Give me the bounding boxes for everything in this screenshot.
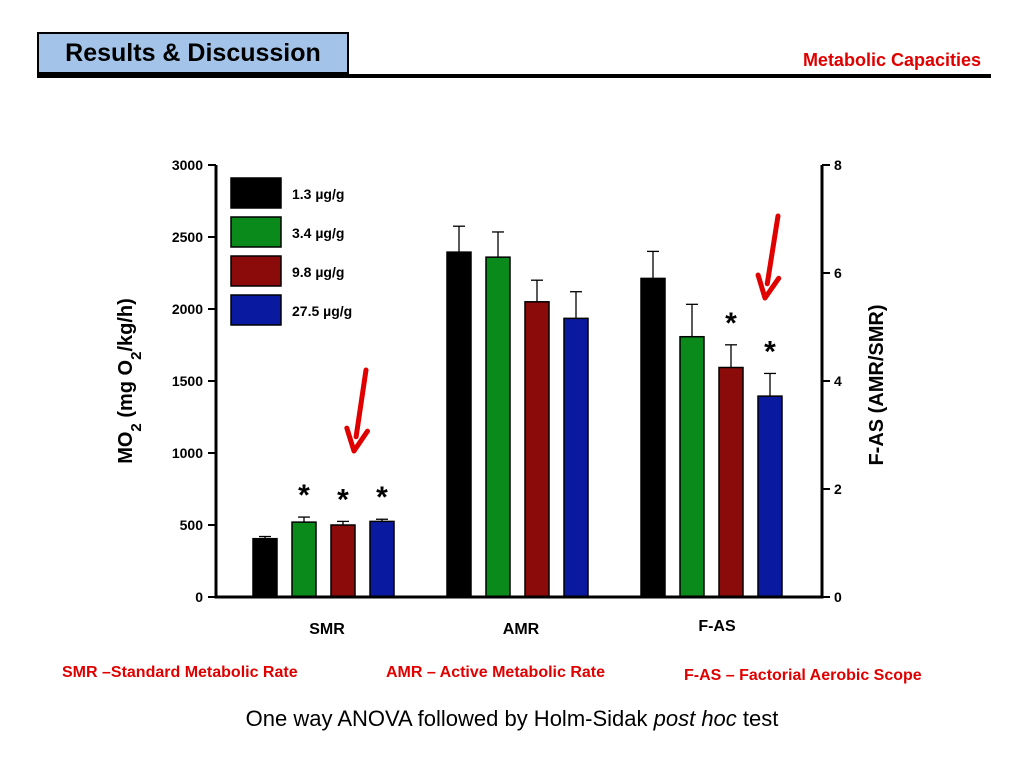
error-bar-smr-3 [376, 518, 388, 522]
bar-f-as-2 [718, 366, 744, 598]
right-tick-label: 4 [834, 373, 842, 389]
legend-item-0: 1.3 µg/g [230, 177, 344, 209]
page-title: Results & Discussion [65, 38, 321, 67]
fas-definition: F-AS – Factorial Aerobic Scope [684, 667, 922, 684]
right-tick-label: 8 [834, 157, 842, 173]
left-tick-label: 1000 [172, 445, 203, 461]
legend-item-2: 9.8 µg/g [230, 255, 344, 287]
footnote-text-start: One way ANOVA followed by Holm-Sidak [245, 706, 654, 731]
error-bars-group [259, 225, 776, 539]
legend-label: 3.4 µg/g [292, 225, 344, 241]
header-divider [37, 74, 991, 78]
error-bar-amr-2 [531, 279, 543, 302]
legend: 1.3 µg/g 3.4 µg/g 9.8 µg/g 27.5 µg/g [230, 177, 352, 326]
significance-marker: * [376, 481, 388, 514]
legend-item-1: 3.4 µg/g [230, 216, 344, 248]
arrow-head [755, 272, 782, 301]
significance-marker: * [764, 335, 776, 368]
section-subtitle: Metabolic Capacities [802, 50, 981, 70]
arrow-head [344, 425, 370, 454]
bar-amr-1 [485, 256, 511, 598]
right-tick-label: 0 [834, 589, 842, 605]
bar-chart: 0 500 1000 1500 2000 2500 3000 0 2 4 6 8 SMR AMR F-AS M… [115, 157, 888, 638]
bar-f-as-3 [757, 395, 783, 598]
error-bar-amr-0 [453, 225, 465, 253]
bar-smr-3 [369, 520, 395, 598]
bar-f-as-0 [640, 277, 666, 598]
error-bar-f-as-0 [647, 250, 659, 279]
bar-amr-0 [446, 251, 472, 598]
legend-swatch [230, 255, 282, 287]
left-axis-title: MO2 (mg O2/kg/h) [115, 298, 145, 464]
left-tick-label: 2500 [172, 229, 203, 245]
left-tick-label: 3000 [172, 157, 203, 173]
legend-swatch [230, 216, 282, 248]
footnote-text-end: test [736, 706, 779, 731]
arrow-smr-icon [344, 367, 370, 454]
legend-swatch [230, 177, 282, 209]
arrow-fas-icon [755, 213, 782, 301]
significance-marker: * [298, 479, 310, 512]
axis-title-part: MO [115, 432, 137, 464]
legend-label: 27.5 µg/g [292, 303, 352, 319]
category-label-amr: AMR [503, 621, 540, 638]
footnote-italic: post hoc [653, 706, 737, 731]
bar-smr-0 [252, 537, 278, 598]
left-tick-label: 2000 [172, 301, 203, 317]
legend-swatch [230, 294, 282, 326]
amr-definition: AMR – Active Metabolic Rate [386, 664, 606, 681]
smr-definition: SMR –Standard Metabolic Rate [62, 664, 298, 681]
bar-smr-2 [330, 524, 356, 598]
error-bar-f-as-3 [764, 372, 776, 397]
bar-amr-2 [524, 301, 550, 598]
annotations-group: * * * * * [298, 213, 782, 516]
category-label-f-as: F-AS [698, 618, 736, 635]
left-tick-label: 0 [195, 589, 203, 605]
error-bar-f-as-1 [686, 303, 698, 337]
axis-title-subscript: 2 [128, 423, 145, 431]
axes-group [208, 164, 830, 599]
labels-group: 0 500 1000 1500 2000 2500 3000 0 2 4 6 8 SMR AMR F-AS M… [115, 157, 888, 638]
bar-amr-3 [563, 317, 589, 598]
error-bar-smr-2 [337, 520, 349, 525]
footnote: One way ANOVA followed by Holm-Sidak pos… [0, 706, 1024, 732]
significance-marker: * [725, 307, 737, 340]
error-bar-f-as-2 [725, 344, 737, 368]
section-header: Results & Discussion [37, 32, 349, 74]
legend-item-3: 27.5 µg/g [230, 294, 352, 326]
right-tick-label: 2 [834, 481, 842, 497]
left-tick-label: 1500 [172, 373, 203, 389]
error-bar-amr-1 [492, 231, 504, 258]
bar-f-as-1 [679, 335, 705, 598]
axis-title-part: (mg O [115, 360, 137, 423]
error-bar-amr-3 [570, 291, 582, 319]
bars-group [252, 251, 783, 598]
axis-title-subscript: 2 [128, 352, 145, 360]
axis-title-part: /kg/h) [115, 298, 137, 351]
right-axis-title: F-AS (AMR/SMR) [866, 304, 888, 465]
error-bar-smr-0 [259, 535, 271, 539]
category-label-smr: SMR [309, 621, 345, 638]
left-tick-label: 500 [180, 517, 204, 533]
arrow-shaft [764, 213, 781, 287]
significance-marker: * [337, 483, 349, 516]
right-tick-label: 6 [834, 265, 842, 281]
bar-smr-1 [291, 521, 317, 598]
legend-label: 9.8 µg/g [292, 264, 344, 280]
error-bar-smr-1 [298, 516, 310, 523]
arrow-shaft [353, 367, 369, 440]
legend-label: 1.3 µg/g [292, 186, 344, 202]
